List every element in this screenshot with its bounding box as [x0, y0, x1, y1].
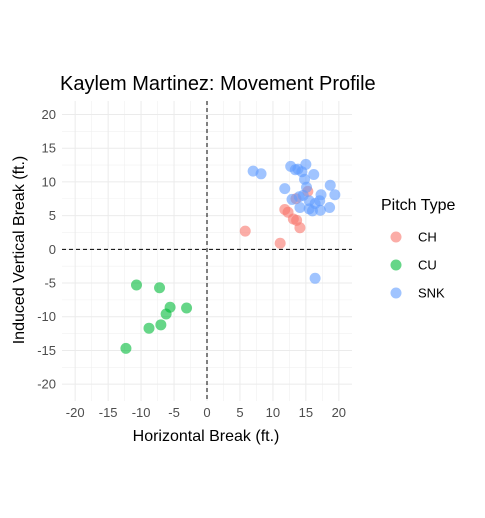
- y-tick-label: -5: [44, 276, 56, 291]
- point-snk: [255, 168, 267, 180]
- y-tick-label: -10: [37, 309, 56, 324]
- legend: Pitch Type CH CU SNK: [381, 197, 456, 301]
- y-tick-label: -20: [37, 377, 56, 392]
- point-ch: [274, 237, 286, 249]
- point-snk: [329, 189, 341, 201]
- point-cu: [143, 322, 155, 334]
- point-cu: [160, 308, 172, 320]
- point-snk: [306, 205, 318, 217]
- x-tick-label: 20: [332, 405, 346, 420]
- point-cu: [120, 342, 132, 354]
- y-axis-ticks: -20 -15 -10 -5 0 5 10 15 20: [37, 107, 56, 392]
- point-snk: [309, 272, 321, 284]
- point-snk: [314, 204, 326, 216]
- x-tick-label: 15: [299, 405, 313, 420]
- legend-title: Pitch Type: [381, 197, 456, 214]
- point-snk: [279, 183, 291, 195]
- x-tick-label: -20: [66, 405, 85, 420]
- legend-label-cu: CU: [418, 258, 437, 273]
- y-tick-label: -15: [37, 343, 56, 358]
- point-cu: [155, 319, 167, 331]
- point-snk: [324, 179, 336, 191]
- point-cu: [154, 282, 166, 294]
- legend-key-ch: [390, 231, 402, 243]
- x-tick-label: -15: [99, 405, 118, 420]
- legend-label-ch: CH: [418, 230, 437, 245]
- y-tick-label: 5: [49, 208, 56, 223]
- x-axis-ticks: -20 -15 -10 -5 0 5 10 15 20: [66, 405, 346, 420]
- y-tick-label: 20: [42, 107, 56, 122]
- point-snk: [324, 202, 336, 214]
- point-ch: [294, 222, 306, 234]
- legend-key-snk: [390, 287, 402, 299]
- y-axis-label: Induced Vertical Break (ft.): [11, 156, 28, 345]
- x-tick-label: 10: [266, 405, 280, 420]
- y-tick-label: 0: [49, 242, 56, 257]
- point-snk: [314, 195, 326, 207]
- y-tick-label: 10: [42, 174, 56, 189]
- x-tick-label: -10: [132, 405, 151, 420]
- legend-key-cu: [390, 259, 402, 271]
- point-snk: [294, 202, 306, 214]
- chart-title: Kaylem Martinez: Movement Profile: [60, 73, 376, 95]
- x-tick-label: 5: [236, 405, 243, 420]
- point-cu: [181, 302, 193, 314]
- y-tick-label: 15: [42, 141, 56, 156]
- x-tick-label: -5: [168, 405, 180, 420]
- x-axis-label: Horizontal Break (ft.): [133, 428, 280, 445]
- data-points: [120, 158, 341, 354]
- point-snk: [308, 168, 320, 180]
- reference-lines: [62, 101, 352, 401]
- point-cu: [130, 279, 142, 291]
- legend-label-snk: SNK: [418, 286, 445, 301]
- point-ch: [239, 225, 251, 237]
- x-tick-label: 0: [203, 405, 210, 420]
